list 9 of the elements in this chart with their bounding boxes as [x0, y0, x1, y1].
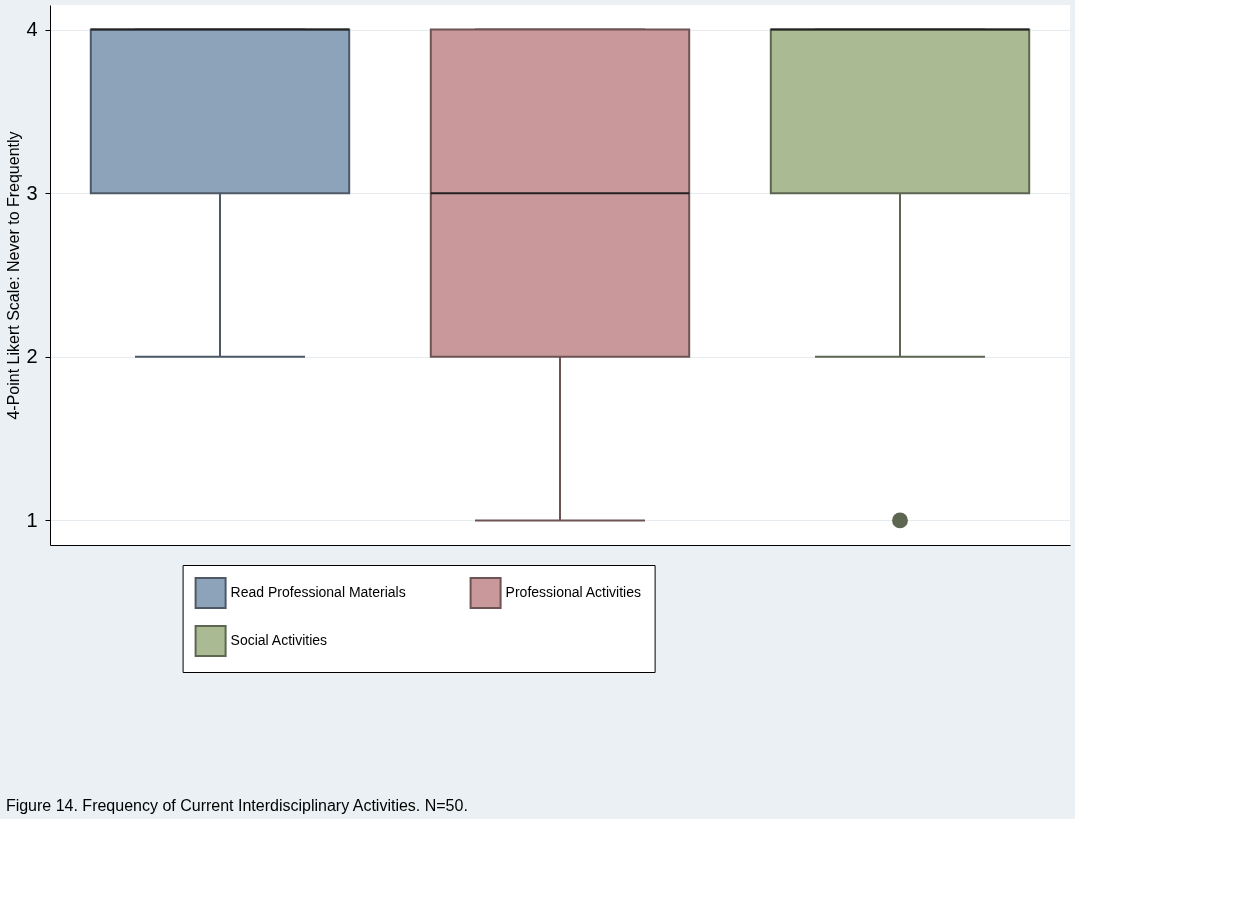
- legend-label: Professional Activities: [505, 584, 642, 600]
- y-tick-label: 1: [26, 508, 38, 531]
- y-tick-label: 3: [26, 181, 38, 204]
- y-axis-title: 4-Point Likert Scale: Never to Frequently: [5, 131, 23, 420]
- y-tick-label: 2: [26, 345, 38, 368]
- legend-label: Read Professional Materials: [230, 584, 406, 600]
- y-tick-label: 4: [26, 18, 38, 41]
- legend-label: Social Activities: [230, 632, 328, 648]
- caption: Figure 14. Frequency of Current Interdisciplinary Activities. N=50.: [5, 796, 468, 814]
